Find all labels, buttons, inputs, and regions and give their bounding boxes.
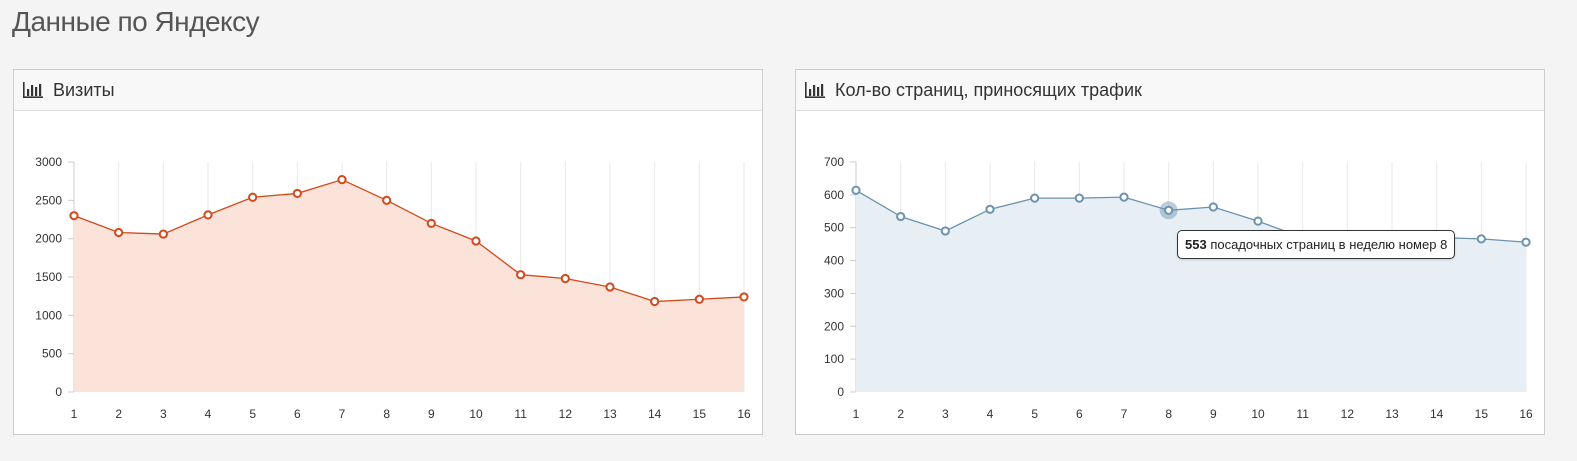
pages-area	[856, 190, 1526, 392]
pages-data-point[interactable]	[1030, 193, 1040, 203]
visits-ytick-label: 2000	[35, 232, 62, 246]
pages-xtick-label: 14	[1430, 407, 1444, 421]
pages-data-point[interactable]	[1253, 216, 1263, 226]
visits-xtick-label: 15	[693, 407, 707, 421]
pages-panel-title: Кол-во страниц, приносящих трафик	[835, 79, 1142, 100]
bar-chart-icon	[805, 82, 825, 98]
visits-xtick-label: 4	[205, 407, 212, 421]
pages-ytick-label: 400	[824, 254, 844, 268]
visits-data-point[interactable]	[69, 211, 79, 221]
page-title: Данные по Яндексу	[12, 6, 260, 37]
visits-ytick-label: 1000	[35, 308, 62, 322]
visits-xtick-label: 10	[469, 407, 483, 421]
pages-panel: Кол-во страниц, приносящих трафик 0 100 20…	[795, 69, 1545, 435]
visits-data-point[interactable]	[248, 192, 258, 202]
pages-data-point[interactable]	[1521, 237, 1531, 247]
visits-xtick-label: 6	[294, 407, 301, 421]
pages-data-point[interactable]	[1164, 205, 1174, 215]
pages-ytick-label: 100	[824, 352, 844, 366]
visits-panel: Визиты 0 500 1000 1500 2000 2500 3000 1 2 3 4 5 6 7 8 9…	[13, 69, 763, 435]
pages-xtick-label: 1	[853, 407, 860, 421]
visits-xtick-label: 8	[383, 407, 390, 421]
pages-xtick-label: 5	[1031, 407, 1038, 421]
visits-ytick-label: 1500	[35, 270, 62, 284]
pages-data-point[interactable]	[1208, 202, 1218, 212]
visits-series-line	[73, 178, 745, 303]
visits-xtick-label: 5	[249, 407, 256, 421]
visits-data-point[interactable]	[337, 175, 347, 185]
visits-data-point[interactable]	[382, 195, 392, 205]
visits-xtick-label: 3	[160, 407, 167, 421]
visits-data-point[interactable]	[605, 282, 615, 292]
visits-ytick-label: 0	[55, 385, 62, 399]
pages-xtick-label: 13	[1385, 407, 1399, 421]
pages-data-point[interactable]	[1476, 234, 1486, 244]
pages-xtick-label: 8	[1165, 407, 1172, 421]
visits-data-point[interactable]	[203, 210, 213, 220]
visits-xtick-label: 2	[115, 407, 122, 421]
pages-data-point[interactable]	[896, 211, 906, 222]
tooltip-value: 553	[1185, 237, 1207, 252]
tooltip-text: посадочных страниц в неделю номер 8	[1210, 237, 1448, 252]
visits-xtick-label: 7	[339, 407, 346, 421]
pages-xtick-label: 11	[1296, 407, 1309, 421]
pages-ytick-label: 700	[824, 155, 844, 169]
visits-xtick-label: 16	[737, 407, 751, 421]
pages-data-point[interactable]	[1119, 192, 1129, 202]
visits-data-point[interactable]	[560, 273, 570, 284]
pages-xtick-label: 2	[897, 407, 904, 421]
visits-data-point[interactable]	[650, 296, 660, 307]
visits-xtick-label: 14	[648, 407, 662, 421]
visits-data-point[interactable]	[471, 236, 481, 246]
pages-xtick-label: 9	[1210, 407, 1217, 421]
chart-tooltip: 553 посадочных страниц в неделю номер 8	[1177, 230, 1456, 259]
visits-panel-title: Визиты	[53, 79, 115, 100]
visits-panel-header: Визиты	[14, 70, 762, 111]
pages-xtick-label: 10	[1251, 407, 1265, 421]
visits-ytick-label: 2500	[35, 193, 62, 207]
pages-ytick-label: 600	[824, 188, 844, 202]
pages-xtick-label: 12	[1341, 407, 1355, 421]
visits-xtick-label: 9	[428, 407, 435, 421]
visits-data-point[interactable]	[158, 229, 168, 239]
pages-data-point[interactable]	[940, 226, 950, 236]
visits-xtick-label: 12	[559, 407, 573, 421]
pages-xtick-label: 16	[1519, 407, 1533, 421]
visits-data-point[interactable]	[114, 227, 124, 238]
pages-ytick-label: 300	[824, 286, 844, 300]
visits-xtick-label: 13	[603, 407, 617, 421]
pages-ytick-label: 0	[837, 385, 844, 399]
pages-ytick-label: 500	[824, 221, 844, 235]
pages-xtick-label: 6	[1076, 407, 1083, 421]
visits-xtick-label: 1	[71, 407, 78, 421]
visits-data-point[interactable]	[694, 294, 704, 304]
visits-data-point[interactable]	[426, 218, 436, 228]
bar-chart-icon	[23, 82, 43, 98]
pages-panel-header: Кол-во страниц, приносящих трафик	[796, 70, 1544, 111]
visits-ytick-label: 3000	[35, 155, 62, 169]
visits-area	[74, 179, 744, 392]
pages-xtick-label: 15	[1475, 407, 1489, 421]
pages-xtick-label: 7	[1121, 407, 1128, 421]
pages-xtick-label: 3	[942, 407, 949, 421]
pages-data-point[interactable]	[985, 204, 995, 214]
visits-data-point[interactable]	[516, 270, 526, 280]
pages-data-point[interactable]	[851, 185, 861, 195]
visits-ytick-label: 500	[42, 347, 62, 361]
visits-data-point[interactable]	[739, 292, 749, 302]
visits-data-point[interactable]	[292, 188, 302, 199]
visits-xtick-label: 11	[514, 407, 527, 421]
pages-ytick-label: 200	[824, 319, 844, 333]
pages-data-point[interactable]	[1074, 193, 1084, 203]
pages-xtick-label: 4	[987, 407, 994, 421]
